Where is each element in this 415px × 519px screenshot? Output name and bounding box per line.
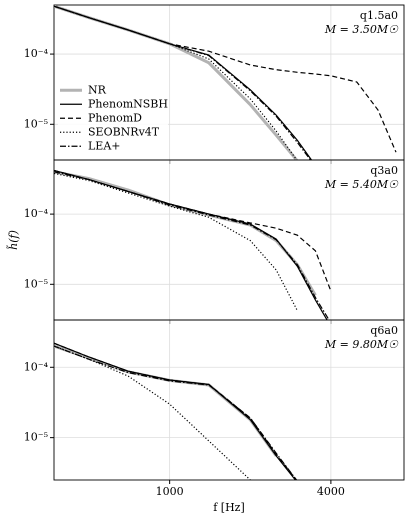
y-tick-label: 10⁻⁴ [24, 360, 49, 373]
plot-area [54, 5, 397, 160]
panel-mass: M = 9.80M☉ [324, 338, 399, 351]
panel-mass: M = 3.50M☉ [324, 23, 399, 36]
series-line [54, 342, 298, 480]
y-tick-label: 10⁻⁵ [24, 117, 48, 130]
series-line [54, 169, 332, 292]
panel-label: q3a0 [370, 164, 398, 177]
series-line [54, 169, 328, 320]
legend-label: SEOBNRv4T [88, 125, 160, 138]
series-line [54, 171, 330, 320]
panel-label: q6a0 [370, 324, 398, 337]
axes-frame [53, 319, 405, 481]
series-line [54, 342, 297, 480]
series-line [54, 172, 298, 311]
series-line [54, 345, 251, 480]
series-line [54, 344, 278, 457]
y-axis-label: h̃(f) [7, 230, 20, 250]
y-tick-label: 10⁻⁴ [24, 47, 49, 60]
panel-label: q1.5a0 [360, 9, 398, 22]
y-tick-label: 10⁻⁴ [24, 207, 49, 220]
y-tick-label: 10⁻⁵ [24, 431, 48, 444]
y-tick-label: 10⁻⁵ [24, 277, 48, 290]
legend-label: PhenomD [88, 111, 142, 124]
series-line [54, 345, 298, 480]
legend-label: PhenomNSBH [88, 97, 168, 110]
x-tick-label: 1000 [156, 485, 184, 498]
series-line [54, 5, 397, 153]
series-line [54, 5, 312, 160]
x-tick-label: 4000 [317, 485, 345, 498]
x-axis-label: f [Hz] [213, 501, 245, 514]
legend-label: NR [88, 83, 107, 96]
series-line [54, 170, 317, 296]
plot-area [54, 169, 332, 320]
plot-area [54, 342, 298, 480]
legend-label: LEA+ [88, 139, 121, 152]
panel-mass: M = 5.40M☉ [324, 178, 399, 191]
